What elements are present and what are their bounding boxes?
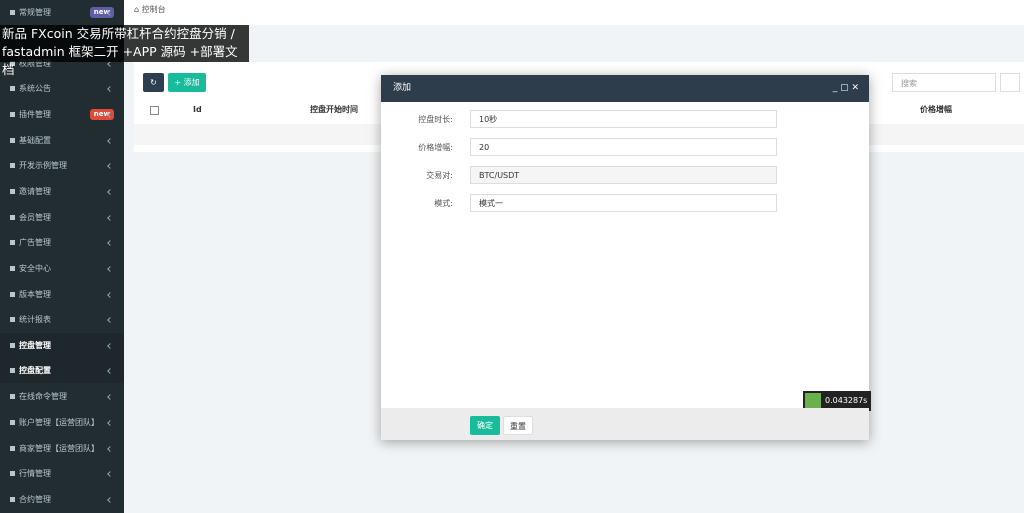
modal-title: 添加 [393,83,412,93]
modal-footer: 确定 重置 [381,408,869,440]
menu-label: 版本管理 [19,290,51,299]
column-header[interactable]: 控盘开始时间 [310,105,358,114]
menu-label: 商家管理【运营团队】 [19,444,99,453]
reset-button[interactable]: 重置 [503,416,533,435]
menu-label: 会员管理 [19,213,51,222]
menu-item[interactable]: 会员管理 [0,205,124,230]
menu-badge: new [89,109,114,120]
menu-label: 合约管理 [19,495,51,504]
menu-label: 广告管理 [19,238,51,247]
modal-header: 添加 _ ▢ ✕ [381,75,869,102]
menu-label: 在线命令管理 [19,392,67,401]
modal: 添加 _ ▢ ✕ 控盘时长: 10秒价格增幅: 20 交易对: BTC/USDT 模式: 模式… [381,75,872,440]
field-input[interactable]: 10秒 [470,110,777,128]
menu-item[interactable]: 账户管理【运营团队】 [0,410,124,435]
menu-item[interactable]: 基础配置 [0,128,124,153]
caption-overlay: 新品 FXcoin 交易所带杠杆合约控盘分销 / fastadmin 框架二开 +… [0,25,249,77]
field-label: 模式: [434,199,453,208]
columns-button[interactable] [1000,73,1020,92]
sidebar: 常规管理 new 权限管理系统公告插件管理 new 基础配置开发示例管理 邀请管理会员管理… [0,0,124,513]
confirm-button[interactable]: 确定 [470,416,500,435]
menu-label: 控盘管理 [19,341,51,350]
field-label: 交易对: [426,171,453,180]
menu-label: 开发示例管理 [19,161,67,170]
field-label: 价格增幅: [418,143,453,152]
menu-badge: new [89,7,114,18]
add-label: 添加 [183,78,200,87]
top-bar: ⌂ 控制台 [124,0,1024,25]
menu-item[interactable]: 在线命令管理 [0,384,124,409]
field-input[interactable]: BTC/USDT [470,166,777,184]
menu-item[interactable]: 版本管理 [0,282,124,307]
field-input[interactable]: 20 [470,138,777,156]
menu-item[interactable]: 行情管理 [0,461,124,486]
field-label: 控盘时长: [418,115,453,124]
refresh-button[interactable]: ↻ [143,73,164,92]
menu-label: 控盘配置 [19,366,51,375]
menu-label: 插件管理 [19,110,51,119]
menu-item[interactable]: 插件管理 new [0,102,124,127]
breadcrumb[interactable]: 控制台 [141,5,166,14]
menu-item[interactable]: 控盘配置 [0,358,124,383]
menu-item[interactable]: 统计报表 [0,307,124,332]
timer: 0.043287s [803,391,872,411]
menu-label: 统计报表 [19,315,51,324]
menu-item[interactable]: 开发示例管理 [0,153,124,178]
timer-icon [805,393,821,409]
menu-item[interactable]: 系统公告 [0,76,124,101]
timer-value: 0.043287s [825,396,868,405]
menu-item[interactable]: 安全中心 [0,256,124,281]
menu-item[interactable]: 商家管理【运营团队】 [0,436,124,461]
menu-label: 行情管理 [19,469,51,478]
field-input[interactable]: 模式一 [470,194,777,212]
caption-line: 新品 FXcoin 交易所带杠杆合约控盘分销 / [2,26,235,41]
window-controls[interactable]: _ ▢ ✕ [832,83,859,93]
menu-label: 常规管理 [19,8,51,17]
menu-item[interactable]: 邀请管理 [0,179,124,204]
menu-item[interactable]: 合约管理 [0,487,124,512]
caption-line: fastadmin 框架二开 +APP 源码 +部署文档 [2,44,238,77]
menu-label: 安全中心 [19,264,51,273]
menu-label: 邀请管理 [19,187,51,196]
menu-label: 账户管理【运营团队】 [19,418,99,427]
select-all[interactable] [150,106,159,115]
menu-item[interactable]: 控盘管理 [0,333,124,358]
add-button[interactable]: + 添加 [168,73,206,92]
menu-label: 系统公告 [19,84,51,93]
menu-item[interactable]: 广告管理 [0,230,124,255]
search-input[interactable]: 搜索 [892,73,996,92]
column-header[interactable]: Id [193,105,202,114]
column-header[interactable]: 价格增幅 [920,105,952,114]
menu-item[interactable]: 常规管理 new [0,0,124,25]
menu-item[interactable]: 权限管理 [0,51,124,76]
menu-label: 基础配置 [19,136,51,145]
menu-label: 权限管理 [19,59,51,68]
